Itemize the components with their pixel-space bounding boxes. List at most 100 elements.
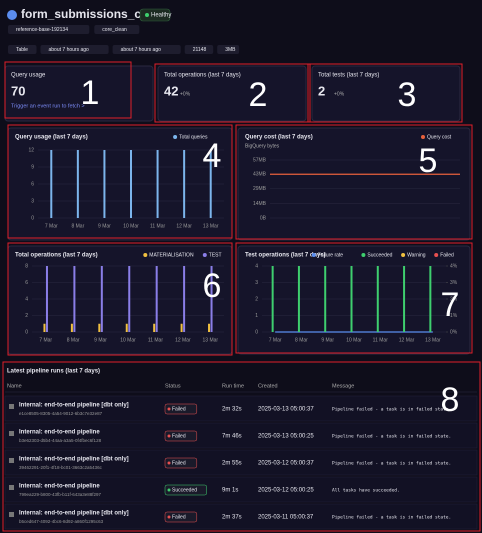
annotation-number: 2: [249, 76, 268, 114]
run-time: 9m 1s: [222, 488, 238, 494]
y-tick-label: 4: [25, 296, 28, 302]
legend-label: Total queries: [179, 134, 208, 140]
card-title: Total tests (last 7 days): [318, 73, 379, 79]
created-at: 2025-03-13 05:00:37: [258, 407, 314, 413]
row-icon: [9, 431, 14, 436]
y2-tick-label: 4%: [450, 263, 458, 269]
card-value: 70: [11, 83, 25, 98]
bar: [70, 323, 73, 332]
chart-card: [237, 245, 471, 355]
annotation-number: 4: [203, 137, 222, 175]
run-id: b3e62303-d5b4-44aa-a3a5-0f4fbec6f128: [19, 438, 102, 443]
y2-tick-label: 1%: [450, 313, 458, 319]
meta-text: about 7 hours ago: [121, 47, 162, 53]
meta-chip: [112, 45, 181, 54]
y-tick-label: 6: [31, 181, 34, 187]
run-name: Internal: end-to-end pipeline [dbt only]: [19, 511, 129, 517]
status-dot: [167, 434, 171, 438]
y-tick-label: 0: [25, 329, 28, 335]
legend-swatch: [401, 253, 406, 257]
legend-swatch: [143, 253, 148, 257]
bar: [125, 323, 128, 332]
status-badge: [164, 511, 198, 523]
chart-title: Test operations (last 7 days): [245, 253, 326, 259]
x-tick-label: 8 Mar: [67, 337, 80, 343]
card-change: +0%: [180, 91, 191, 97]
annotation-box: [154, 63, 311, 123]
meta-text: 21148: [193, 47, 207, 53]
status-dot: [145, 13, 149, 17]
table-title: Latest pipeline runs (last 7 days): [7, 369, 100, 375]
created-at: 2025-03-13 05:00:25: [258, 434, 314, 440]
x-tick-label: 12 Mar: [399, 337, 415, 343]
run-time: 7m 46s: [222, 434, 242, 440]
status-text: Failed: [172, 514, 186, 520]
run-time: 2m 55s: [222, 461, 242, 467]
annotation-box: [307, 63, 463, 123]
bar: [208, 323, 211, 332]
bar: [98, 323, 101, 332]
legend-label: Warning: [407, 252, 426, 258]
y-tick-label: 12: [28, 147, 34, 153]
created-at: 2025-03-11 05:00:37: [258, 515, 314, 521]
x-tick-label: 10 Mar: [123, 223, 139, 229]
x-tick-label: 8 Mar: [295, 337, 308, 343]
run-name: Internal: end-to-end pipeline: [19, 484, 100, 490]
y-tick-label: 3: [31, 198, 34, 204]
legend-swatch: [173, 135, 178, 139]
table-row[interactable]: [4, 422, 478, 449]
table-row[interactable]: [4, 503, 478, 530]
table-row[interactable]: [4, 476, 478, 503]
y-tick-label: 2: [255, 296, 258, 302]
status-dot: [167, 515, 171, 519]
message: Pipeline failed - a task is in failed st…: [332, 515, 451, 521]
x-tick-label: 13 Mar: [425, 337, 441, 343]
card-title: Total operations (last 7 days): [164, 73, 241, 79]
card-value: 2: [318, 83, 325, 98]
bar: [73, 266, 76, 332]
annotation-box: [235, 124, 473, 240]
x-tick-label: 11 Mar: [150, 223, 166, 229]
x-tick-label: 12 Mar: [175, 337, 191, 343]
card-link[interactable]: Trigger an event run to fetch >: [11, 103, 85, 109]
x-tick-label: 13 Mar: [203, 337, 219, 343]
legend-swatch: [361, 253, 366, 257]
y-tick-label: 4: [255, 263, 258, 269]
tag-text: reference-base-192134: [16, 27, 68, 33]
y-tick-label: 6: [25, 280, 28, 286]
annotation-box: [7, 124, 233, 239]
legend-label: Query cost: [427, 134, 452, 140]
table-row[interactable]: [4, 449, 478, 476]
annotation-box: [235, 242, 473, 354]
card-change: +0%: [334, 91, 345, 97]
status-badge: [164, 430, 198, 442]
y-tick-label: 43MB: [253, 172, 267, 178]
bar: [180, 323, 183, 332]
created-at: 2025-03-12 05:00:37: [258, 461, 314, 467]
chart-subtitle: BigQuery bytes: [245, 143, 280, 149]
bar: [153, 323, 156, 332]
annotation-number: 8: [441, 381, 460, 419]
meta-text: 3MB: [225, 47, 236, 53]
status-badge: [164, 457, 198, 469]
chart-title: Total operations (last 7 days): [15, 253, 98, 259]
stat-card: [157, 65, 307, 122]
run-time: 2m 32s: [222, 407, 242, 413]
card-title: Query usage: [11, 73, 46, 79]
bar: [429, 266, 432, 332]
bar: [209, 150, 212, 218]
bar: [100, 266, 103, 332]
y-tick-label: 3: [255, 280, 258, 286]
meta-chip: [40, 45, 109, 54]
legend-swatch: [311, 253, 316, 257]
meta-chip: [8, 45, 37, 54]
run-id: 799ea229-b800-43fb-b11f-643a3e88f297: [19, 492, 101, 497]
y-tick-label: 0: [31, 215, 34, 221]
annotation-number: 5: [419, 142, 438, 180]
run-id: 39462291-20f1-4f18-bc01-3663c2a5436c: [19, 465, 103, 470]
status-text: Healthy: [151, 13, 171, 19]
bar: [350, 266, 353, 332]
run-name: Internal: end-to-end pipeline: [19, 430, 100, 436]
table-row[interactable]: [4, 395, 478, 422]
